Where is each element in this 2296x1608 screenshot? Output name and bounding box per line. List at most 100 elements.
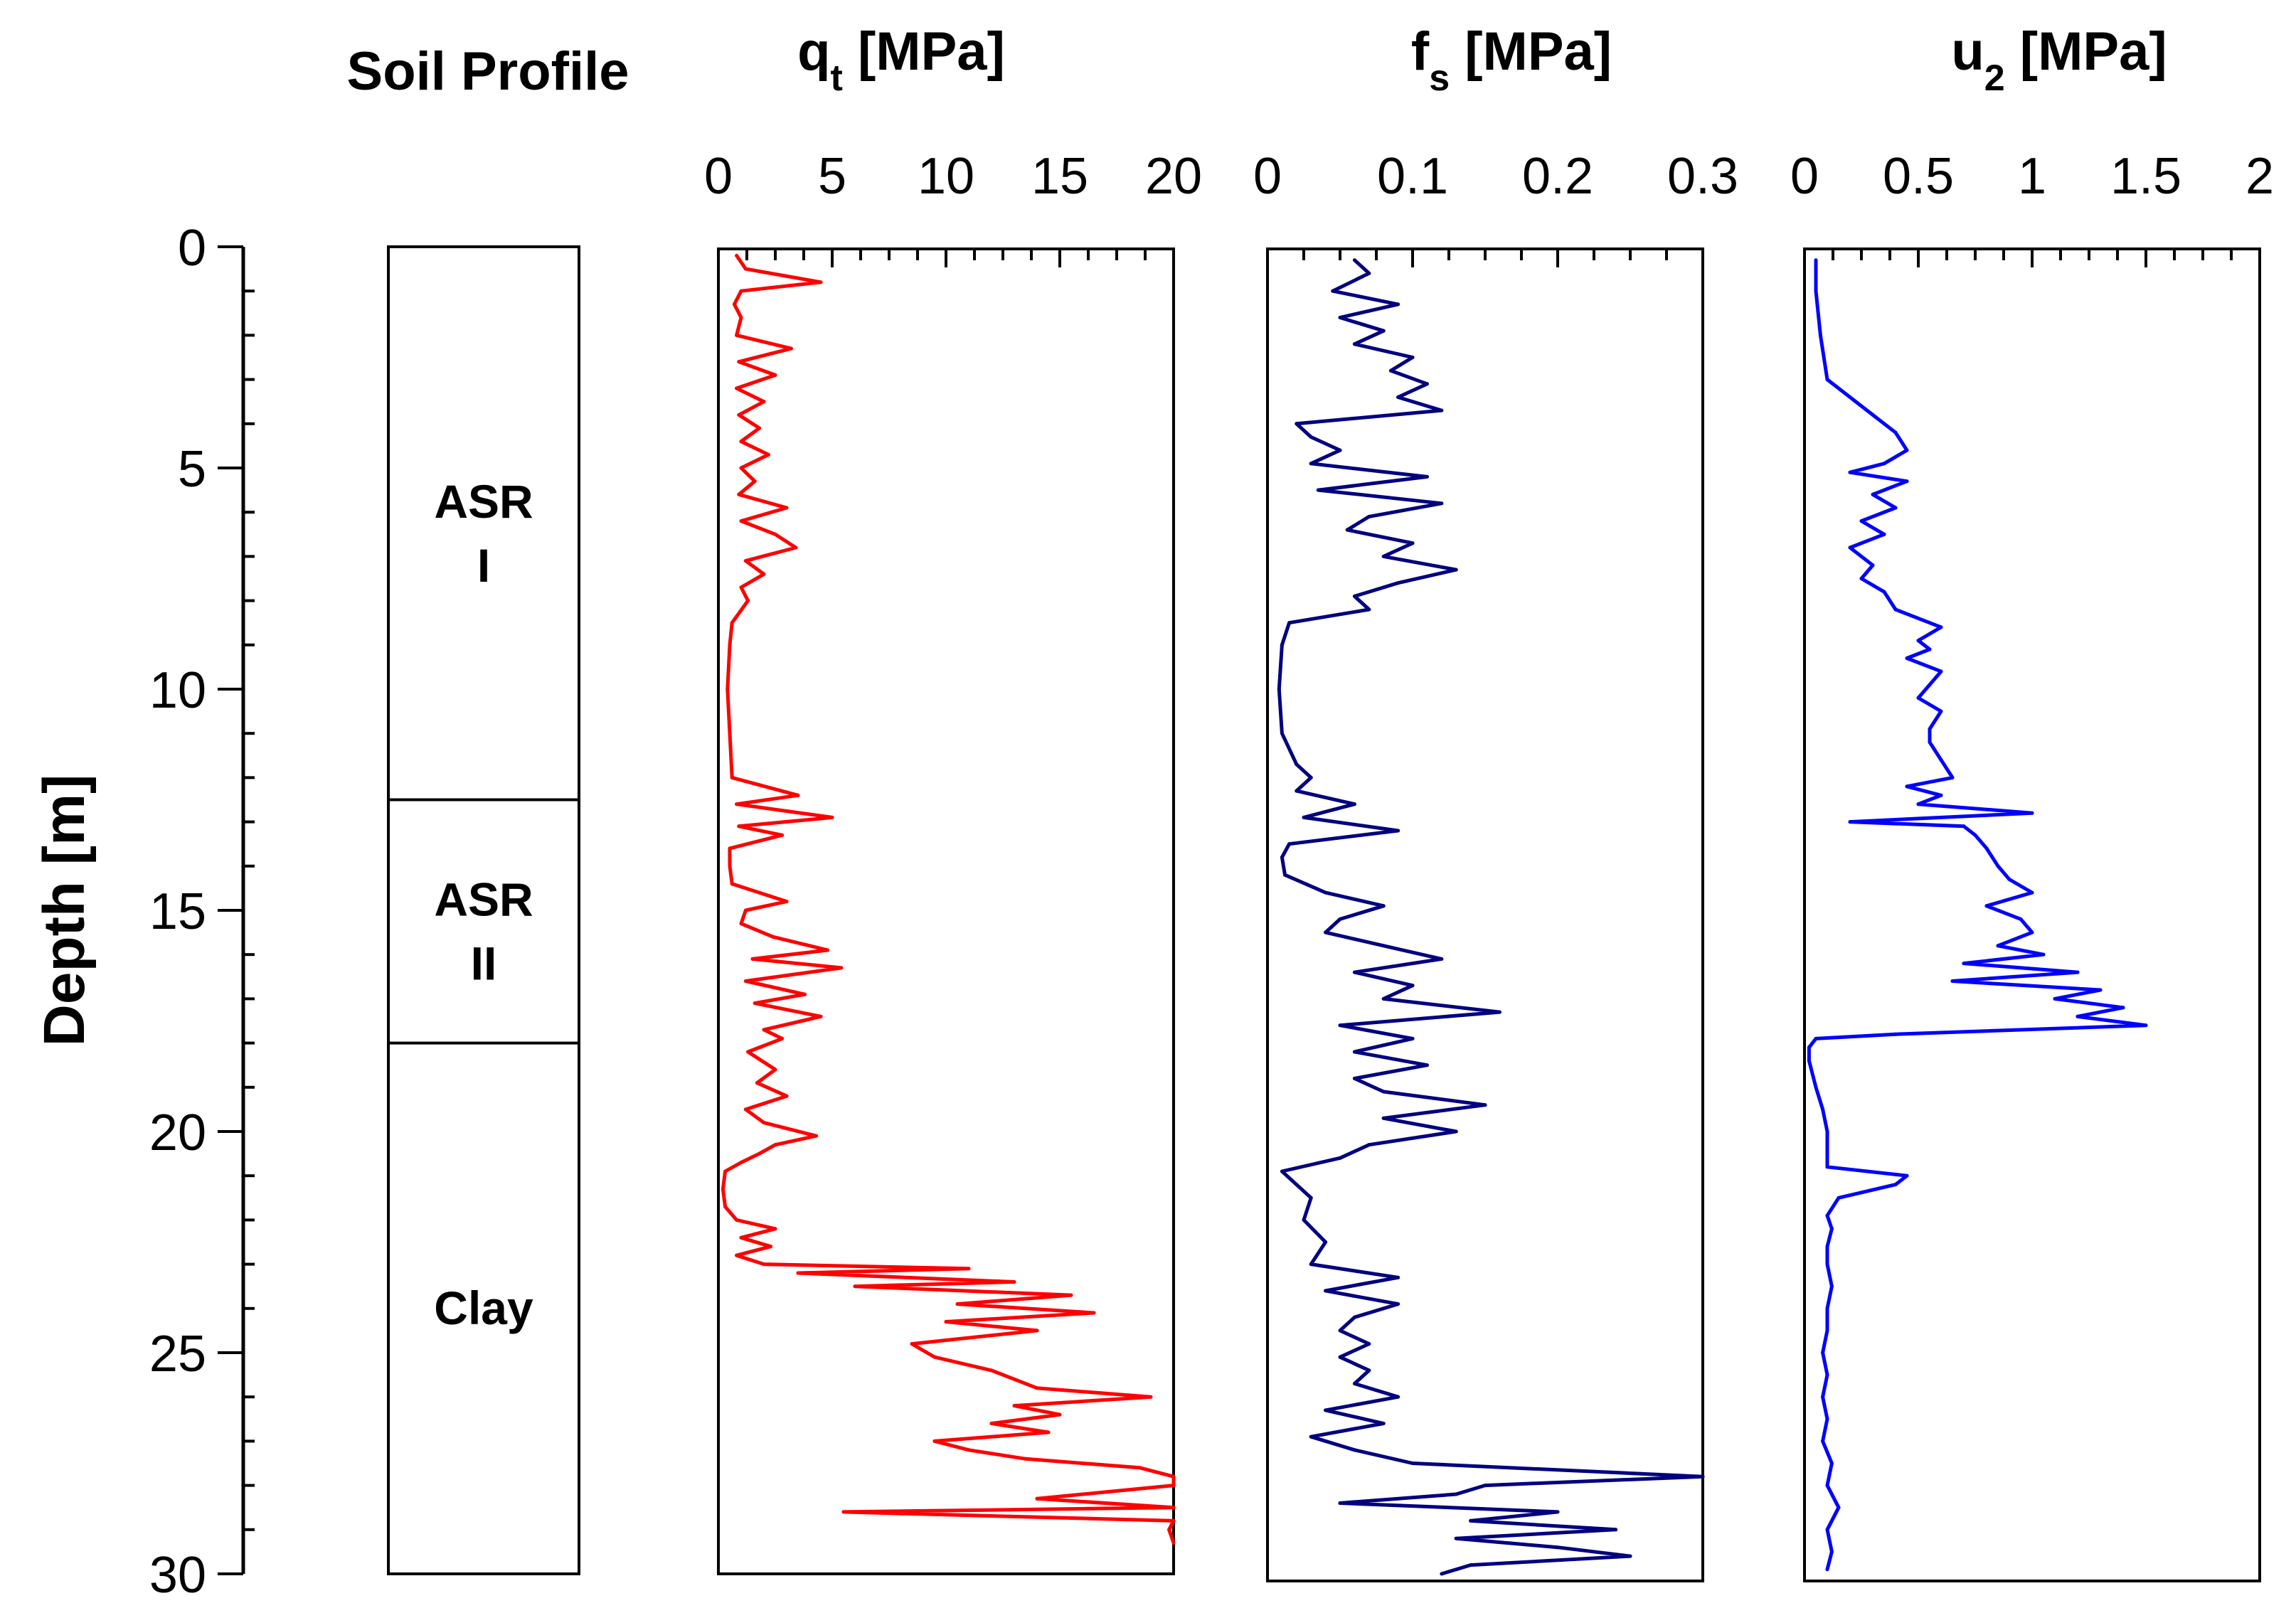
fs-data-point bbox=[1367, 1342, 1371, 1346]
qt-data-point bbox=[1171, 1506, 1176, 1510]
qt-data-point bbox=[728, 846, 732, 851]
qt-data-point bbox=[932, 1355, 937, 1359]
fs-data-point bbox=[1287, 621, 1292, 625]
u2-data-point bbox=[1829, 1461, 1834, 1465]
qt-data-point bbox=[1069, 1293, 1073, 1297]
qt-data-point bbox=[739, 1161, 743, 1164]
u2-data-point bbox=[1829, 1227, 1834, 1231]
qt-data-point bbox=[796, 1271, 800, 1275]
u2-points bbox=[1807, 258, 2148, 1572]
qt-title-sub: t bbox=[831, 58, 843, 99]
u2-data-point bbox=[1893, 607, 1898, 612]
qt-data-point bbox=[803, 992, 807, 996]
fs-data-point bbox=[1410, 356, 1415, 359]
u2-data-point bbox=[1905, 1173, 1909, 1178]
fs-panel: fs [MPa] 0 0.1 0.2 0.3 bbox=[1253, 21, 1738, 1582]
qt-data-point bbox=[841, 1510, 846, 1514]
qt-data-point bbox=[1149, 1395, 1153, 1399]
qt-data-point bbox=[944, 1320, 948, 1324]
qt-points bbox=[721, 253, 1176, 1545]
qt-data-point bbox=[728, 643, 732, 647]
qt-data-point bbox=[735, 386, 739, 390]
fs-data-point bbox=[1425, 474, 1429, 479]
qt-data-point bbox=[773, 373, 777, 377]
soil-layer-name: ASR bbox=[434, 873, 533, 926]
fs-data-point bbox=[1280, 731, 1284, 735]
fs-data-point bbox=[1309, 435, 1313, 439]
fs-title: fs [MPa] bbox=[1411, 21, 1612, 99]
qt-data-point bbox=[955, 1302, 960, 1306]
depth-axis-title: Depth [m] bbox=[32, 774, 97, 1047]
u2-data-point bbox=[1905, 479, 1909, 484]
u2-tick-label: 1 bbox=[2018, 148, 2046, 205]
fs-data-point bbox=[1454, 1492, 1458, 1496]
u2-title-sub: 2 bbox=[1984, 58, 2005, 99]
fs-data-point bbox=[1309, 462, 1313, 466]
u2-data-point bbox=[1882, 590, 1886, 594]
fs-data-point bbox=[1396, 395, 1401, 399]
u2-data-point bbox=[1859, 519, 1864, 523]
u2-data-point bbox=[1825, 1151, 1829, 1156]
qt-data-point bbox=[743, 559, 748, 563]
fs-data-point bbox=[1352, 1448, 1356, 1452]
fs-data-point bbox=[1483, 1103, 1487, 1107]
qt-data-point bbox=[773, 1067, 777, 1072]
qt-data-point bbox=[758, 1151, 762, 1156]
qt-data-point bbox=[737, 412, 741, 417]
u2-data-point bbox=[1825, 1528, 1829, 1532]
qt-data-point bbox=[1058, 1412, 1062, 1417]
qt-data-point bbox=[758, 426, 762, 430]
u2-data-point bbox=[1928, 647, 1932, 651]
u2-data-point bbox=[1893, 430, 1898, 435]
fs-data-point bbox=[1483, 1484, 1487, 1488]
fs-data-point bbox=[1331, 289, 1335, 293]
u2-data-point bbox=[1928, 683, 1932, 687]
qt-data-point bbox=[989, 1422, 994, 1425]
fs-data-point bbox=[1440, 501, 1444, 506]
u2-data-point bbox=[1814, 1036, 1818, 1040]
fs-data-point bbox=[1287, 842, 1292, 846]
u2-title-unit: [MPa] bbox=[2020, 21, 2167, 82]
fs-data-point bbox=[1352, 1076, 1356, 1080]
qt-data-point bbox=[1035, 1496, 1039, 1501]
fs-data-point bbox=[1367, 514, 1371, 518]
qt-data-point bbox=[769, 1245, 773, 1249]
u2-data-point bbox=[1928, 740, 1932, 745]
fs-data-point bbox=[1381, 996, 1386, 1001]
u2-data-point bbox=[2053, 996, 2057, 1001]
fs-data-point bbox=[1277, 687, 1281, 691]
qt-data-point bbox=[739, 922, 743, 926]
qt-data-point bbox=[773, 1143, 777, 1147]
fs-data-point bbox=[1381, 554, 1386, 558]
u2-data-point bbox=[1825, 1329, 1829, 1333]
fs-data-point bbox=[1302, 815, 1306, 819]
qt-data-point bbox=[730, 882, 734, 886]
u2-data-point bbox=[1973, 833, 1977, 837]
fs-data-point bbox=[1410, 984, 1415, 988]
fs-tick-label: 0.2 bbox=[1522, 148, 1593, 205]
qt-data-point bbox=[743, 979, 748, 983]
qt-data-point bbox=[728, 864, 732, 868]
fs-data-point bbox=[1454, 1129, 1458, 1134]
u2-data-point bbox=[1848, 820, 1852, 824]
qt-data-point bbox=[1046, 1430, 1051, 1434]
u2-data-point bbox=[2098, 988, 2103, 992]
u2-data-point bbox=[1825, 1213, 1829, 1218]
fs-data-point bbox=[1701, 1474, 1705, 1479]
qt-data-point bbox=[739, 316, 743, 319]
soil-profile: Soil Profile ASR I ASR II Clay bbox=[347, 41, 629, 1575]
fs-data-point bbox=[1410, 541, 1415, 545]
qt-data-point bbox=[737, 824, 741, 829]
fs-data-point bbox=[1454, 568, 1458, 572]
fs-data-point bbox=[1352, 1315, 1356, 1319]
fs-data-point bbox=[1381, 1116, 1386, 1120]
fs-data-point bbox=[1440, 957, 1444, 961]
fs-title-unit: [MPa] bbox=[1465, 21, 1612, 82]
fs-data-point bbox=[1324, 1289, 1328, 1293]
qt-data-point bbox=[743, 1107, 748, 1112]
qt-data-point bbox=[1171, 1474, 1176, 1479]
fs-data-point bbox=[1338, 917, 1342, 921]
u2-data-point bbox=[1859, 577, 1864, 580]
qt-data-point bbox=[728, 731, 732, 735]
